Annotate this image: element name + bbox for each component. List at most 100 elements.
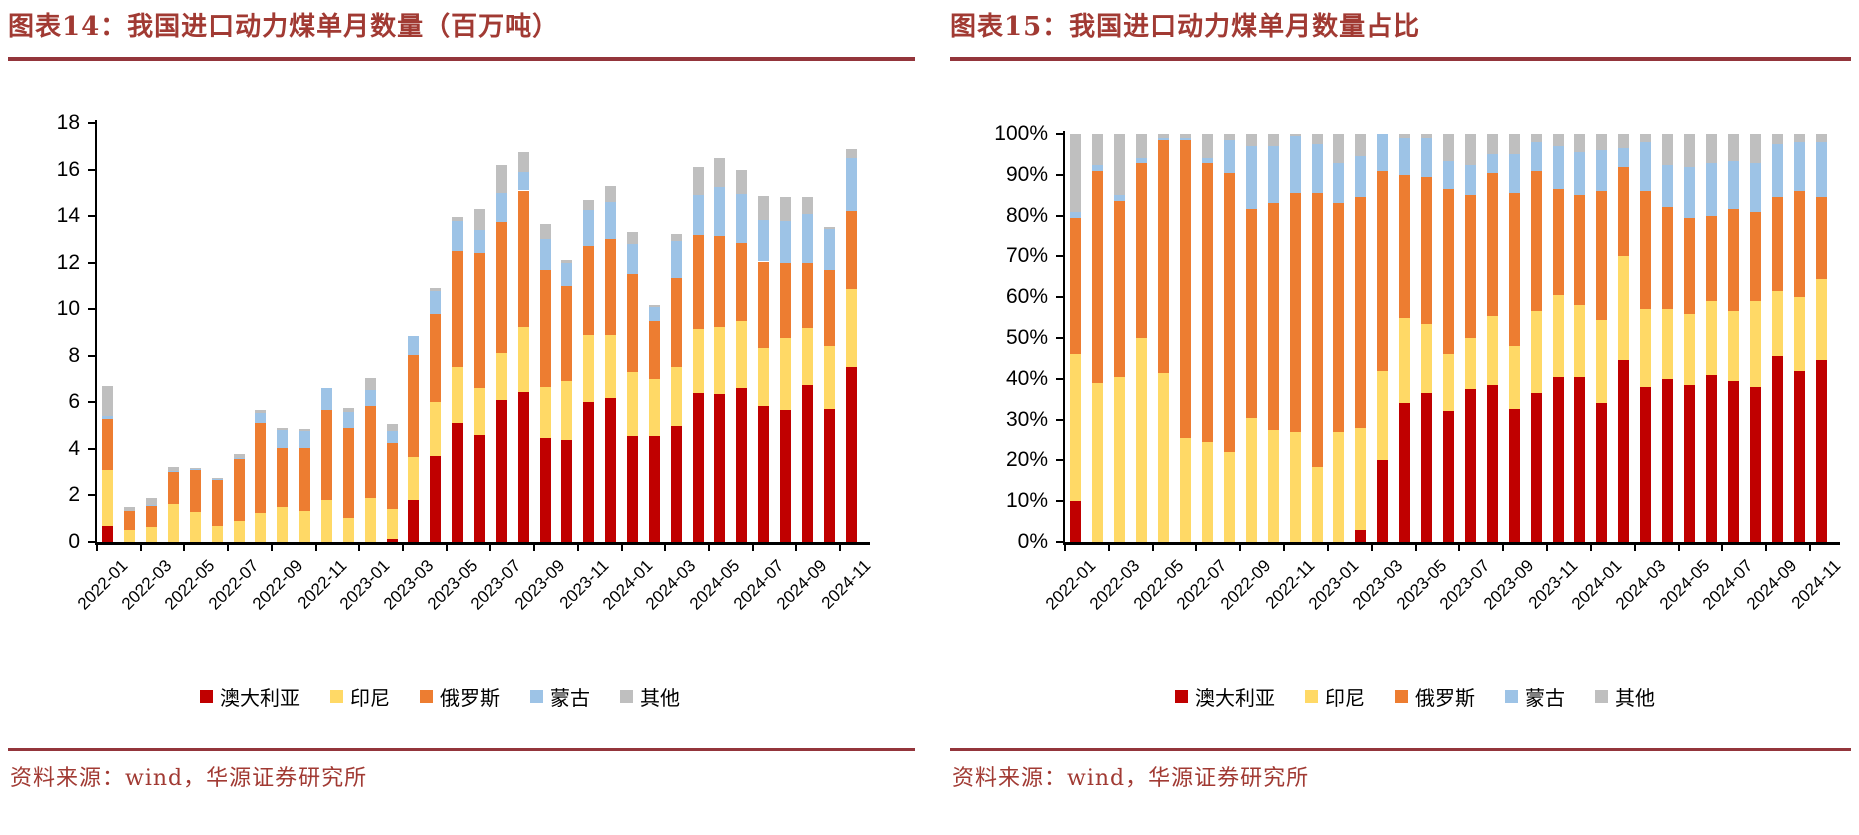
bar-2023-01-蒙古	[1333, 162, 1345, 204]
y-tick	[88, 261, 95, 264]
y-tick	[1056, 418, 1063, 421]
y-tick	[88, 401, 95, 404]
bar-2023-04-俄罗斯	[1399, 174, 1411, 318]
x-tick	[358, 545, 361, 551]
bar-2022-09-其他	[277, 427, 289, 431]
bar-2024-06-俄罗斯	[736, 242, 748, 321]
y-tick-label: 8	[68, 343, 80, 367]
bar-2024-11-其他	[845, 148, 857, 158]
bar-2024-04-俄罗斯	[692, 234, 704, 329]
bar-2024-09-其他	[1771, 134, 1783, 145]
bar-2022-06-俄罗斯	[211, 479, 223, 526]
bar-2024-06-蒙古	[736, 193, 748, 243]
bar-2024-10-印尼	[823, 346, 835, 410]
bar-2023-01-俄罗斯	[364, 405, 376, 498]
bar-2023-11-印尼	[583, 334, 595, 403]
legend-label-印尼: 印尼	[350, 688, 390, 710]
bar-2024-08-印尼	[1749, 301, 1761, 387]
bar-2024-05-印尼	[714, 326, 726, 395]
legend-swatch-澳大利亚	[200, 690, 213, 703]
bar-2024-07-印尼	[1727, 311, 1739, 381]
bar-2023-03-俄罗斯	[408, 354, 420, 458]
bar-2022-05-蒙古	[1158, 138, 1170, 141]
x-tick	[270, 545, 273, 551]
bar-2024-02-蒙古	[648, 306, 660, 321]
bar-2023-04-澳大利亚	[430, 455, 442, 542]
bar-2024-08-蒙古	[1749, 162, 1761, 212]
bar-2024-02-印尼	[648, 379, 660, 437]
y-tick-label: 6	[68, 390, 80, 414]
legend-swatch-俄罗斯	[1395, 690, 1408, 703]
bar-2023-06-印尼	[474, 388, 485, 435]
legend-item-其他: 其他	[620, 682, 680, 711]
x-tick	[1765, 545, 1768, 551]
bar-2022-03-其他	[1114, 134, 1126, 196]
y-tick	[88, 308, 95, 311]
bar-2022-10-俄罗斯	[299, 447, 311, 511]
bar-2024-03-澳大利亚	[1640, 386, 1652, 542]
bar-2024-05-印尼	[1684, 313, 1696, 385]
y-tick	[88, 447, 95, 450]
bar-2024-01-其他	[627, 232, 638, 245]
bar-2022-05-其他	[189, 468, 201, 470]
bar-2024-05-其他	[1684, 134, 1696, 167]
bar-2024-01-澳大利亚	[1596, 403, 1608, 542]
y-tick	[1056, 296, 1063, 299]
x-tick	[1107, 545, 1110, 551]
bar-2022-06-其他	[211, 477, 223, 479]
legend-item-俄罗斯: 俄罗斯	[420, 682, 500, 711]
bar-2024-04-蒙古	[692, 195, 704, 235]
bar-2023-05-俄罗斯	[1421, 176, 1433, 324]
bar-2024-02-印尼	[1618, 256, 1630, 361]
bar-2022-02-俄罗斯	[124, 510, 136, 531]
x-tick	[708, 545, 710, 551]
bar-2022-10-其他	[299, 429, 311, 432]
bar-2023-03-澳大利亚	[1377, 460, 1389, 542]
x-tick	[314, 545, 317, 551]
bar-2023-09-俄罗斯	[539, 269, 551, 388]
bar-2023-07-澳大利亚	[495, 400, 507, 542]
bar-2023-02-蒙古	[386, 431, 398, 444]
bar-2023-10-澳大利亚	[1530, 393, 1542, 542]
y-tick-label: 10	[56, 297, 80, 321]
bar-2024-07-澳大利亚	[758, 405, 770, 542]
bar-2023-04-印尼	[430, 402, 442, 456]
legend-label-蒙古: 蒙古	[550, 688, 590, 710]
bar-2023-01-其他	[364, 377, 376, 390]
bar-2022-09-蒙古	[1245, 146, 1257, 210]
bar-2023-04-澳大利亚	[1399, 403, 1411, 542]
bar-2022-04-蒙古	[1136, 158, 1148, 163]
bar-2023-09-俄罗斯	[1508, 193, 1520, 347]
y-tick	[88, 215, 95, 218]
bar-2024-03-澳大利亚	[670, 425, 682, 542]
bar-2023-06-印尼	[1443, 354, 1454, 412]
x-tick	[1589, 545, 1592, 551]
bar-2024-03-蒙古	[1640, 142, 1652, 192]
bar-2023-10-蒙古	[1530, 142, 1542, 171]
bar-2023-08-澳大利亚	[517, 391, 529, 542]
legend-swatch-俄罗斯	[420, 690, 433, 703]
bar-2024-10-俄罗斯	[1793, 191, 1805, 298]
bar-2023-07-印尼	[495, 353, 507, 400]
bar-2023-11-印尼	[1552, 295, 1564, 377]
bar-2024-09-蒙古	[1771, 144, 1783, 198]
bar-2023-10-俄罗斯	[561, 285, 573, 382]
bar-2024-11-蒙古	[1815, 142, 1827, 198]
bar-2023-02-蒙古	[1355, 156, 1367, 198]
bar-2024-09-澳大利亚	[1771, 356, 1783, 542]
bar-2024-07-其他	[758, 196, 770, 220]
legend-label-澳大利亚: 澳大利亚	[1195, 688, 1275, 710]
bar-2023-10-其他	[561, 260, 573, 263]
figure14-title: 图表14：我国进口动力煤单月数量（百万吨）	[8, 12, 560, 42]
bar-2022-01-蒙古	[1070, 211, 1082, 218]
bar-2024-10-其他	[823, 226, 835, 229]
bar-2023-04-其他	[1399, 134, 1411, 139]
bar-2023-06-俄罗斯	[1443, 189, 1454, 355]
figure15-title: 图表15：我国进口动力煤单月数量占比	[950, 12, 1421, 42]
bar-2024-04-蒙古	[1662, 164, 1674, 208]
bar-2023-05-印尼	[1421, 323, 1433, 394]
x-tick	[1064, 545, 1066, 551]
x-tick	[1283, 545, 1286, 551]
x-tick	[1458, 545, 1461, 551]
bar-2022-04-其他	[168, 467, 179, 471]
